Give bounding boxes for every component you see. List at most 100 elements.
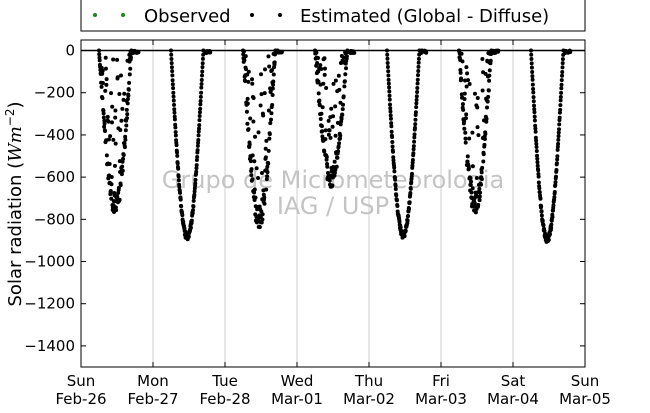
x-tick-label-date: Mar-05 <box>559 390 611 408</box>
data-point <box>256 130 261 135</box>
data-point <box>171 90 176 95</box>
data-point <box>246 127 251 132</box>
data-point <box>557 122 562 127</box>
data-point <box>535 163 540 168</box>
data-point <box>388 109 393 114</box>
data-point <box>414 101 419 106</box>
data-point <box>332 159 337 164</box>
data-point <box>463 78 468 83</box>
data-point <box>468 182 473 187</box>
data-point <box>106 119 111 124</box>
y-axis-label-close: ) <box>5 101 26 108</box>
data-point <box>462 119 467 124</box>
data-point <box>192 192 197 197</box>
data-point <box>264 187 269 192</box>
data-point <box>555 144 560 149</box>
data-point <box>385 60 390 65</box>
data-point <box>395 203 400 208</box>
data-point <box>556 130 561 135</box>
data-point <box>479 177 484 182</box>
data-point <box>198 106 203 111</box>
data-point <box>414 97 419 102</box>
data-point <box>123 134 128 139</box>
data-point <box>265 164 270 169</box>
data-point <box>473 210 478 215</box>
data-point <box>531 95 536 100</box>
data-point <box>111 137 116 142</box>
grid-layer <box>152 40 514 367</box>
data-point <box>266 54 271 59</box>
data-point <box>484 116 489 121</box>
y-axis-label-text: Solar radiation ( <box>5 162 26 307</box>
plot-frame-top <box>80 39 586 368</box>
data-point <box>326 118 331 123</box>
data-point <box>119 118 124 123</box>
data-point <box>336 149 341 154</box>
data-point <box>174 143 179 148</box>
data-point <box>127 72 132 77</box>
data-point <box>271 72 276 77</box>
data-point <box>244 109 249 114</box>
data-point <box>547 232 552 237</box>
data-point <box>414 94 419 99</box>
data-point <box>479 170 484 175</box>
data-point <box>386 69 391 74</box>
data-point <box>529 52 534 57</box>
data-point <box>176 178 181 183</box>
data-point <box>328 135 333 140</box>
data-point <box>314 50 319 55</box>
y-axis-label: Solar radiation (Wm−2) <box>3 101 26 306</box>
data-point <box>530 77 535 82</box>
data-point <box>331 81 336 86</box>
x-axis: SunFeb-26MonFeb-27TueFeb-28WedMar-01ThuM… <box>55 40 611 408</box>
data-point <box>257 225 262 230</box>
data-point <box>537 186 542 191</box>
data-point <box>242 58 247 63</box>
data-point <box>316 91 321 96</box>
data-point <box>169 65 174 70</box>
data-point <box>318 117 323 121</box>
data-point <box>387 89 392 94</box>
data-point <box>101 115 106 120</box>
data-point <box>555 157 560 162</box>
data-point <box>265 170 270 175</box>
data-point <box>533 129 538 134</box>
data-point <box>488 58 493 63</box>
data-point <box>559 82 564 87</box>
data-point <box>319 124 324 129</box>
data-point <box>113 115 118 120</box>
data-point <box>477 194 482 199</box>
data-point <box>387 93 392 98</box>
data-point <box>198 98 203 103</box>
data-point <box>463 140 468 145</box>
data-point <box>464 84 469 89</box>
data-point <box>342 84 347 89</box>
data-point <box>195 154 200 159</box>
data-points-layer <box>97 48 573 244</box>
data-point <box>323 128 328 133</box>
data-point <box>403 228 408 233</box>
data-point <box>341 102 345 107</box>
data-point <box>109 182 114 187</box>
data-point <box>267 136 272 141</box>
data-point <box>413 117 418 122</box>
data-point <box>478 182 483 187</box>
data-point <box>414 105 419 110</box>
data-point <box>324 154 329 159</box>
y-tick-label: −200 <box>34 84 75 102</box>
data-point <box>108 134 113 139</box>
data-point <box>112 163 117 168</box>
data-point <box>253 134 258 139</box>
data-point <box>480 57 485 62</box>
data-point <box>487 73 492 78</box>
data-point <box>336 144 341 149</box>
data-point <box>416 68 421 73</box>
data-point <box>102 124 107 129</box>
data-point <box>197 110 202 115</box>
data-point <box>128 55 133 60</box>
data-point <box>388 106 393 111</box>
data-point <box>467 136 472 141</box>
data-point <box>106 137 111 142</box>
data-point <box>532 107 537 112</box>
